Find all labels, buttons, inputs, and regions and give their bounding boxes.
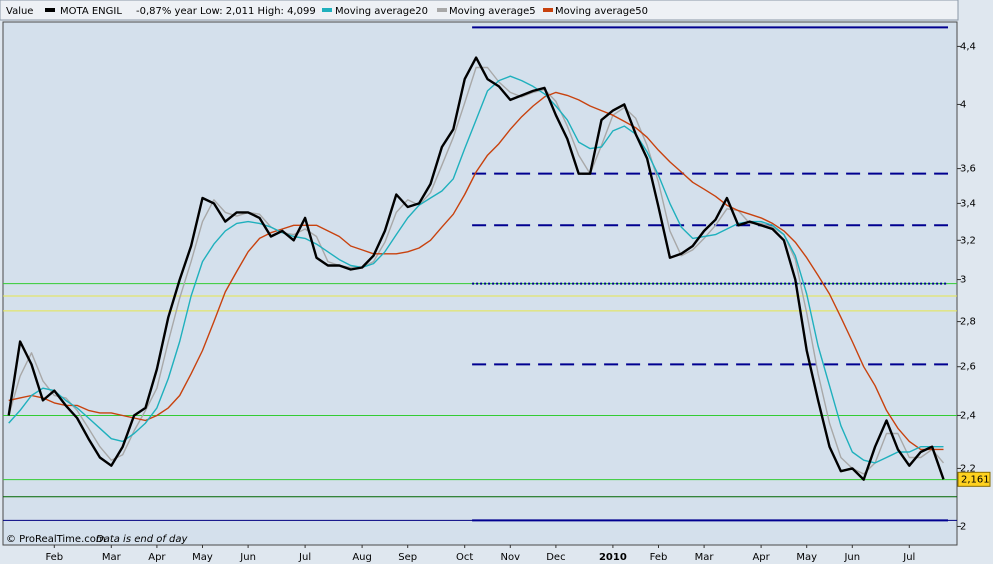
x-tick-label: Jul: [902, 552, 915, 563]
header-bar: [0, 0, 959, 21]
moving-average-line: [8, 75, 944, 464]
y-tick-label: 2,2: [960, 463, 976, 474]
x-tick-label: Jun: [843, 552, 860, 563]
x-tick-label: Feb: [650, 552, 668, 563]
y-tick-label: 3,2: [960, 235, 976, 246]
x-tick-label: Aug: [352, 552, 372, 563]
levels: [3, 26, 957, 522]
x-tick-label: 2010: [599, 552, 627, 563]
x-tick-label: Mar: [102, 552, 122, 563]
x-tick-label: Oct: [456, 552, 473, 563]
y-tick-label: 2,6: [960, 362, 976, 373]
y-tick-label: 3,6: [960, 164, 976, 175]
legend-swatch: [437, 8, 447, 12]
y-tick-label: 3,4: [960, 198, 976, 209]
y-tick-label: 2,8: [960, 317, 976, 328]
y-tick-label: 2: [960, 521, 966, 532]
legend-swatch: [45, 8, 55, 12]
y-tick-label: 4,4: [960, 41, 976, 52]
x-tick-label: Apr: [148, 552, 166, 563]
x-tick-label: Apr: [752, 552, 770, 563]
x-tick-label: Nov: [501, 552, 521, 563]
legend: MOTA ENGIL Moving average20 Moving average…: [45, 6, 648, 17]
x-tick-label: May: [796, 552, 817, 563]
price-line: [7, 56, 945, 481]
x-tick-label: Dec: [546, 552, 565, 563]
axes: 2 2,2 2,4 2,6 2,8 3 3,2 3,4 3,6 4 4,4 Feb Mar Apr May J…: [45, 41, 991, 563]
last-value-label: 2,161: [961, 474, 990, 485]
legend-label: Moving average5: [449, 6, 536, 17]
footer-note: Data is end of day: [96, 534, 189, 545]
footer-source: © ProRealTime.com: [6, 534, 106, 545]
y-tick-label: 2,4: [960, 410, 976, 421]
x-tick-label: May: [192, 552, 213, 563]
legend-label: Moving average20: [335, 6, 428, 17]
legend-label: MOTA ENGIL: [60, 6, 122, 17]
last-value-box: [957, 471, 991, 487]
header-info: -0,87% year Low: 2,011 High: 4,099: [136, 6, 316, 17]
x-tick-label: Mar: [695, 552, 715, 563]
legend-label: Moving average50: [555, 6, 648, 17]
legend-swatch: [322, 8, 332, 12]
moving-average-line: [8, 91, 944, 451]
x-tick-label: Feb: [45, 552, 63, 563]
x-tick-label: Sep: [398, 552, 417, 563]
series-lines: [7, 56, 945, 481]
legend-swatch: [543, 8, 553, 12]
x-tick-label: Jun: [239, 552, 256, 563]
y-tick-label: 3: [960, 275, 966, 286]
x-tick-label: Jul: [298, 552, 311, 563]
y-tick-label: 4: [960, 99, 966, 110]
header-label: Value: [6, 6, 33, 17]
